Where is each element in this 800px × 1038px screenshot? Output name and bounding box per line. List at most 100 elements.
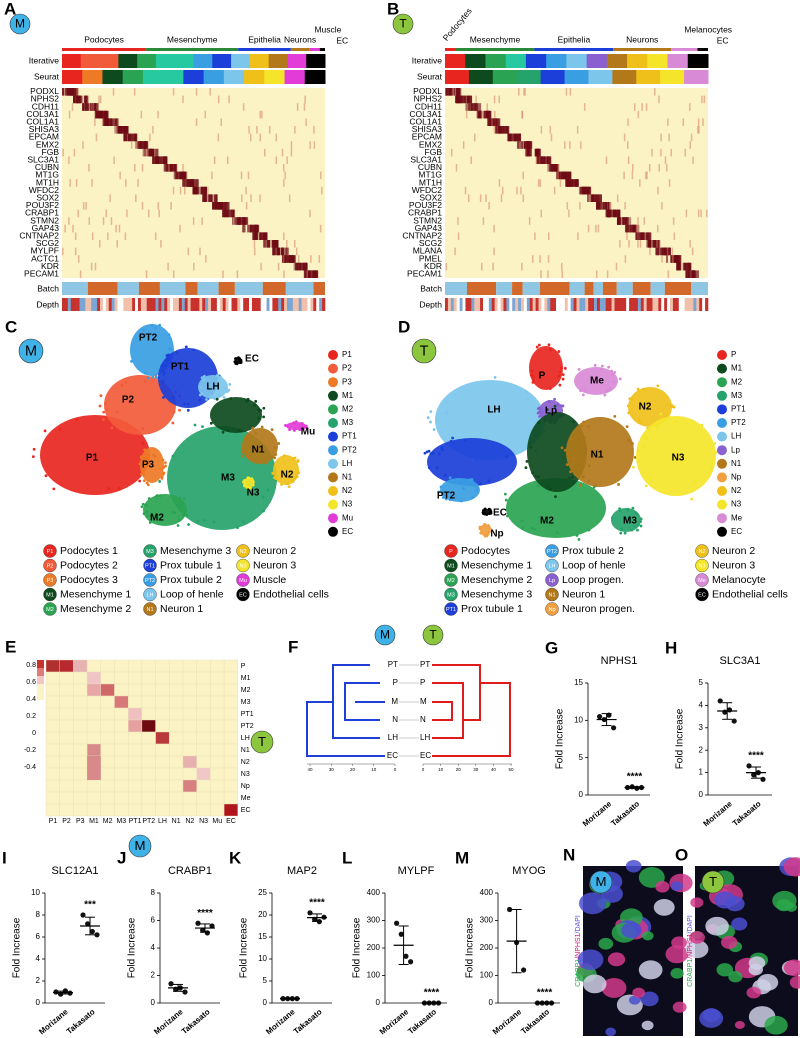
annotation-cell (112, 70, 124, 84)
heatmap-cell (181, 171, 184, 180)
depth-cell (263, 298, 267, 311)
y-axis-label: Fold Increase (127, 917, 138, 978)
nucleus (783, 959, 800, 977)
heatmap-cell (516, 141, 519, 149)
gene-label: NPHS2 (31, 94, 60, 104)
significance: **** (424, 988, 440, 999)
depth-cell (114, 298, 118, 311)
data-point (209, 923, 215, 929)
cell-dot (578, 483, 582, 487)
scale-cell (37, 684, 44, 692)
cell-dot (44, 474, 48, 478)
heatmap-cell (467, 95, 473, 104)
cluster-cloud (104, 375, 176, 435)
y-tick-label: 0 (376, 998, 381, 1007)
cell-dot (243, 478, 247, 482)
corr-cell (182, 671, 197, 685)
cluster-bar (455, 48, 535, 51)
map-label: M2 (540, 516, 554, 527)
y-tick-label: 0 (151, 998, 156, 1007)
heatmap-cell (642, 232, 645, 240)
gene-label: FGB (425, 147, 443, 157)
map-label: N3 (247, 488, 260, 499)
key-code: PT2 (342, 445, 357, 454)
corr-cell (100, 707, 115, 721)
heatmap-cell (697, 209, 700, 218)
cell-dot (102, 410, 106, 414)
annotation-cell (278, 54, 288, 68)
gene-label: PMEL (419, 253, 442, 263)
depth-cell (567, 298, 571, 311)
cell-dot (599, 367, 603, 371)
cell-dot (563, 366, 567, 370)
badge (9, 13, 31, 35)
depth-cell (699, 298, 703, 311)
cell-dot (31, 455, 35, 459)
cluster-cloud (574, 367, 618, 395)
annotation-cell (174, 54, 185, 68)
cell-dot (648, 475, 652, 479)
nucleus (716, 963, 734, 977)
heatmap-cell (645, 103, 648, 111)
cell-dot (630, 528, 634, 532)
leaf-label: PT (388, 660, 398, 669)
cell-dot (160, 364, 164, 368)
heatmap-cell (223, 209, 227, 218)
legend-dot (695, 573, 709, 587)
heatmap-cell (91, 103, 94, 111)
heatmap-cell (313, 141, 316, 149)
cell-dot (141, 441, 145, 445)
heatmap-cell (646, 240, 649, 248)
heatmap-cell (547, 232, 550, 240)
cell-dot (630, 397, 634, 401)
batch-cell (234, 282, 263, 295)
col-label: Mu (212, 818, 222, 825)
corr-cell (210, 707, 225, 721)
cell-dot (673, 419, 677, 423)
corr-cell (45, 683, 60, 697)
heatmap-cell (82, 103, 87, 111)
cell-dot (538, 415, 541, 418)
cell-dot (238, 357, 241, 361)
heatmap-cell (561, 270, 564, 278)
cluster-cloud (40, 415, 150, 495)
cell-dot (270, 455, 274, 459)
cell-dot (486, 532, 490, 536)
heatmap-cell (516, 186, 518, 195)
cell-dot (145, 510, 149, 514)
y-tick-label: 100 (480, 971, 494, 980)
heatmap-cell (665, 255, 669, 263)
heatmap-cell (605, 156, 608, 164)
legend-dot (143, 602, 157, 616)
cell-dot (205, 398, 208, 401)
heatmap-cell (167, 262, 169, 271)
heatmap-cell (154, 156, 158, 164)
row-label: Depth (419, 299, 442, 309)
cell-dot (123, 425, 127, 429)
cell-dot (600, 364, 604, 368)
cluster-label: Mesenchyme (470, 34, 521, 44)
cell-dot (199, 385, 203, 389)
map-label: P (539, 371, 546, 382)
legend-name: Loop progen. (562, 574, 624, 586)
map-label: P3 (142, 460, 155, 471)
heatmap-cell (539, 255, 541, 263)
heatmap-cell (692, 156, 694, 164)
corr-cell (155, 671, 170, 685)
batch-cell (285, 282, 314, 295)
cell-dot (488, 527, 492, 531)
heatmap-cell (107, 118, 112, 126)
annotation-cell (540, 70, 554, 84)
depth-cell (649, 298, 653, 311)
heatmap-cell (486, 103, 489, 111)
heatmap-cell (184, 171, 187, 180)
cell-dot (526, 397, 530, 401)
heatmap-cell (527, 141, 531, 149)
depth-cell (213, 298, 218, 311)
legend-name: Melanocyte (712, 574, 766, 586)
heatmap-cell (465, 103, 468, 111)
heatmap-cell (259, 194, 261, 202)
heatmap-cell (445, 88, 451, 96)
axis-tick-label: 30 (473, 767, 479, 772)
heatmap-cell (222, 209, 226, 218)
